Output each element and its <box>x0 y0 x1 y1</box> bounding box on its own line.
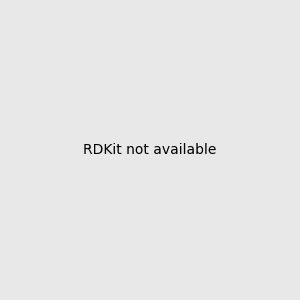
Text: RDKit not available: RDKit not available <box>83 143 217 157</box>
